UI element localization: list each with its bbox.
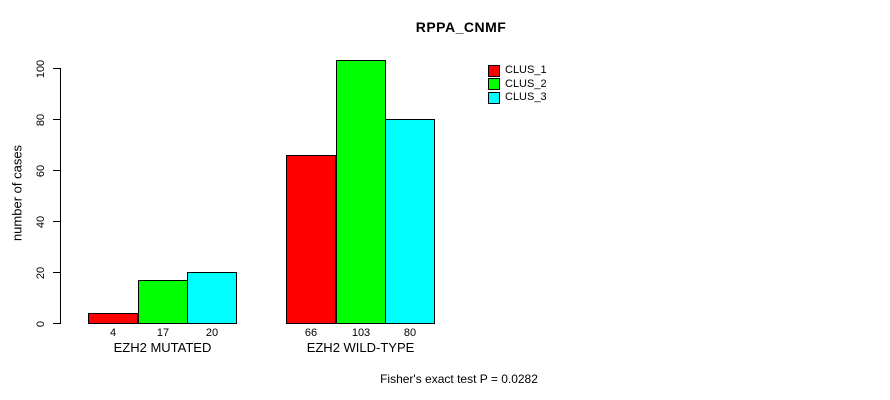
legend-swatch-clus-2 [488, 78, 500, 90]
y-axis-label: number of cases [9, 144, 25, 242]
y-tick-mark [53, 323, 60, 324]
bar-value-label: 80 [403, 327, 417, 339]
bar-value-label: 103 [351, 327, 371, 339]
y-tick-mark [53, 272, 60, 273]
x-category-label-ezh2-wild-type: EZH2 WILD-TYPE [306, 340, 415, 355]
y-axis-line [60, 68, 61, 324]
x-category-label-ezh2-mutated: EZH2 MUTATED [113, 340, 212, 355]
y-tick-label: 60 [35, 164, 47, 177]
bar-clus-2-ezh2-mutated [138, 280, 188, 324]
bar-clus-3-ezh2-mutated [187, 272, 237, 324]
legend-label-clus-3: CLUS_3 [505, 91, 547, 103]
legend-label-clus-2: CLUS_2 [505, 77, 547, 90]
y-tick-label: 20 [35, 266, 47, 279]
chart-title: RPPA_CNMF [415, 19, 507, 35]
annotation-text: Fisher's exact test P = 0.0282 [380, 372, 538, 386]
y-tick-label: 0 [35, 320, 47, 327]
bar-value-label: 4 [109, 327, 117, 339]
legend-swatch-clus-1 [488, 64, 500, 77]
y-tick-label: 100 [35, 59, 47, 78]
legend-row-clus-3: CLUS_3 [488, 91, 547, 104]
legend-swatch-clus-3 [488, 91, 500, 104]
legend-row-clus-1: CLUS_1 [488, 64, 547, 77]
bar-value-label: 20 [205, 327, 219, 339]
bar-value-label: 17 [156, 327, 170, 339]
legend-label-clus-1: CLUS_1 [505, 64, 547, 76]
bar-clus-1-ezh2-wild-type [286, 155, 336, 324]
bar-clus-1-ezh2-mutated [88, 313, 138, 324]
y-tick-label: 80 [35, 113, 47, 126]
y-tick-mark [53, 170, 60, 171]
y-tick-mark [53, 119, 60, 120]
legend-row-clus-2: CLUS_2 [488, 78, 547, 91]
bar-clus-2-ezh2-wild-type [336, 60, 386, 324]
y-tick-mark [53, 68, 60, 69]
y-tick-label: 40 [35, 215, 47, 228]
bar-value-label: 66 [304, 327, 318, 339]
y-tick-mark [53, 221, 60, 222]
bar-clus-3-ezh2-wild-type [385, 119, 435, 324]
